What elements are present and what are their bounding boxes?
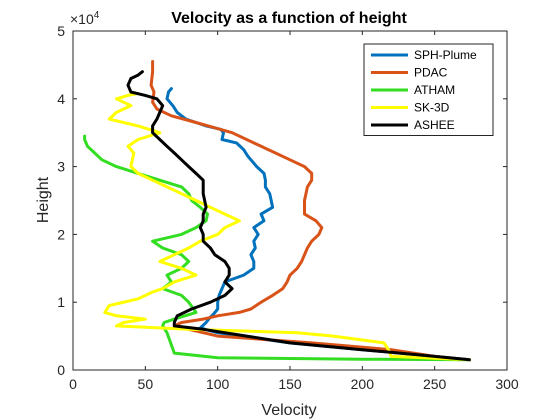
y-exponent-label: ×104 bbox=[70, 10, 100, 27]
series-line-3 bbox=[83, 134, 471, 362]
chart-title: Velocity as a function of height bbox=[171, 10, 407, 27]
x-tick-label: 50 bbox=[138, 376, 154, 392]
legend-label-1: SPH-Plume bbox=[414, 48, 477, 62]
x-tick-label: 250 bbox=[423, 376, 447, 392]
x-axis-title: Velocity bbox=[261, 402, 316, 419]
legend-box bbox=[363, 43, 494, 136]
series-line-2 bbox=[149, 60, 471, 362]
y-axis-title: Height bbox=[35, 176, 52, 223]
y-tick-label: 3 bbox=[57, 159, 65, 175]
x-tick-label: 0 bbox=[69, 376, 77, 392]
y-tick-label: 2 bbox=[57, 226, 65, 242]
y-tick-label: 1 bbox=[57, 294, 65, 310]
plot-area: 0 50 100 150 200 250 300 0 1 2 3 4 5 SPH-Plume PDAC ATH… bbox=[57, 23, 519, 392]
x-tick-label: 200 bbox=[351, 376, 375, 392]
x-tick-label: 150 bbox=[278, 376, 302, 392]
legend-label-5: ASHEE bbox=[414, 118, 455, 132]
y-tick-label: 0 bbox=[57, 362, 65, 378]
x-tick-label: 300 bbox=[495, 376, 519, 392]
series-line-4 bbox=[103, 91, 471, 362]
legend-label-4: SK-3D bbox=[414, 101, 450, 115]
series-line-5 bbox=[126, 70, 471, 362]
x-tick-label: 100 bbox=[206, 376, 230, 392]
legend-label-2: PDAC bbox=[414, 66, 448, 80]
y-tick-label: 5 bbox=[57, 23, 65, 39]
y-tick-label: 4 bbox=[57, 91, 65, 107]
legend-label-3: ATHAM bbox=[414, 83, 455, 97]
